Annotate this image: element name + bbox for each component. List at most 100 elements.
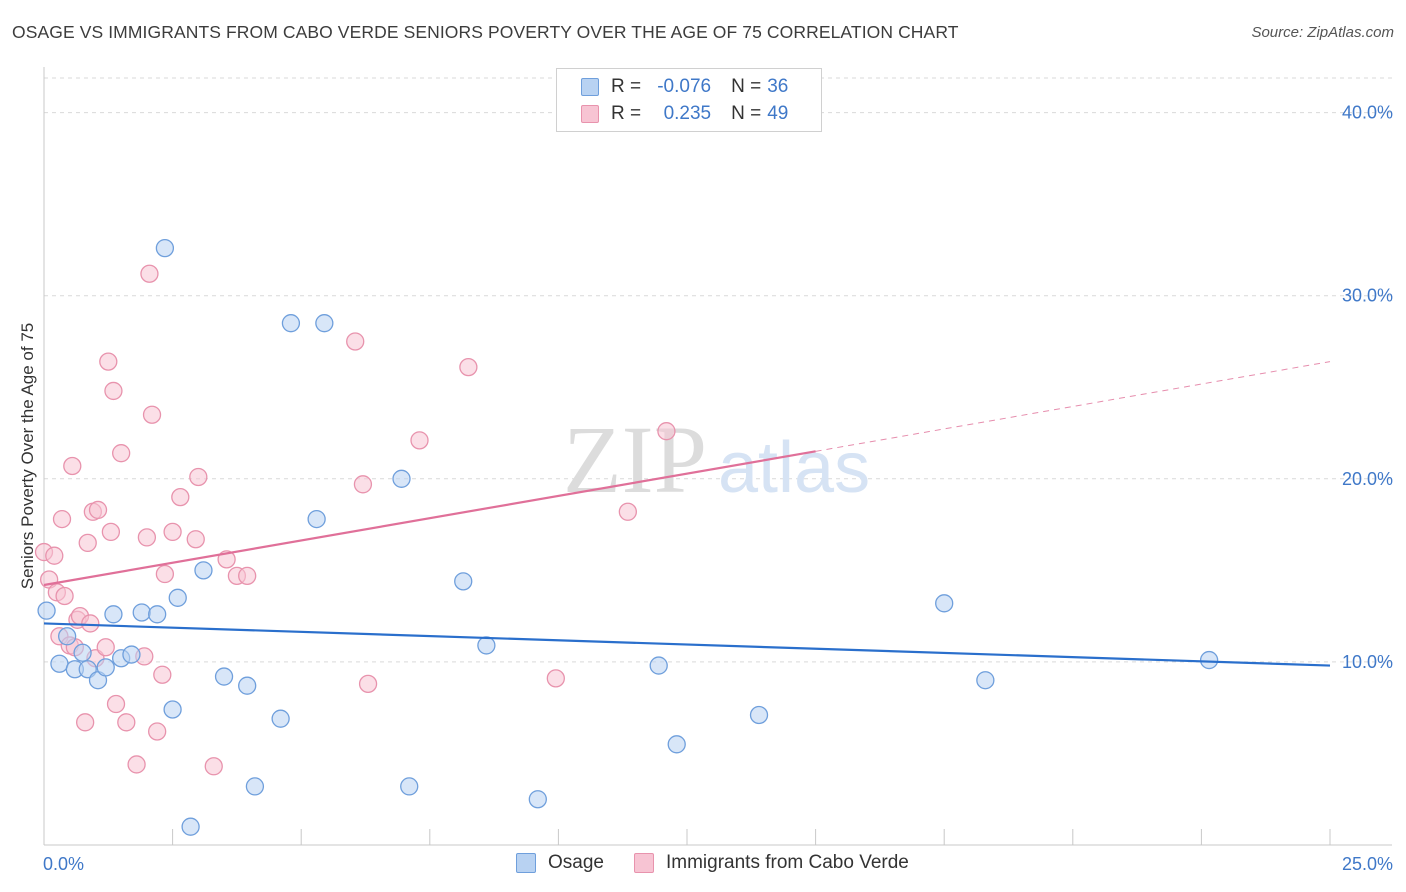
- data-point: [315, 314, 334, 333]
- data-point: [181, 817, 200, 836]
- watermark-atlas: atlas: [718, 428, 870, 508]
- legend-swatch-osage: [516, 853, 536, 873]
- data-point: [353, 475, 373, 494]
- source-label: Source: ZipAtlas.com: [1251, 24, 1394, 41]
- data-point: [101, 522, 121, 542]
- data-point: [392, 469, 411, 488]
- legend-row-cabo-verde: R = 0.235 N = 49: [581, 102, 797, 126]
- x-tick-label: 25.0%: [1342, 854, 1393, 874]
- data-point: [459, 357, 478, 377]
- data-point: [96, 638, 115, 657]
- legend-label-osage: Osage: [548, 852, 604, 873]
- data-point: [163, 522, 182, 542]
- data-point: [667, 735, 686, 754]
- data-point: [214, 667, 234, 686]
- legend-n-value: 49: [767, 103, 789, 124]
- data-point: [238, 676, 257, 695]
- legend-item-cabo-verde[interactable]: Immigrants from Cabo Verde: [633, 852, 909, 874]
- series-legend: Osage Immigrants from Cabo Verde: [516, 852, 939, 874]
- data-point: [1199, 650, 1219, 670]
- watermark-zip: ZIP: [563, 406, 707, 513]
- series-osage: [37, 238, 1219, 836]
- trend-line-osage: [43, 622, 1331, 667]
- axes: [43, 67, 1392, 846]
- legend-n-label: N =: [731, 76, 762, 97]
- data-point: [104, 605, 123, 624]
- x-tick-label: 0.0%: [43, 854, 84, 874]
- data-point: [358, 674, 378, 694]
- y-tick-label: 30.0%: [1342, 286, 1393, 306]
- y-tick-label: 20.0%: [1342, 469, 1393, 489]
- data-point: [55, 586, 74, 606]
- trend-line-cabo-verde: [43, 450, 816, 587]
- data-point: [238, 566, 257, 585]
- data-point: [245, 777, 265, 796]
- data-point: [155, 238, 175, 258]
- legend-swatch-cabo-verde: [633, 853, 654, 873]
- legend-label-cabo-verde: Immigrants from Cabo Verde: [665, 852, 909, 873]
- data-point: [528, 790, 547, 809]
- data-point: [618, 502, 637, 521]
- data-point: [148, 722, 167, 741]
- legend-r-label: R =: [611, 103, 642, 124]
- data-point: [204, 757, 223, 776]
- data-point: [137, 528, 157, 547]
- data-point: [104, 381, 123, 401]
- data-point: [88, 500, 108, 520]
- legend-swatch-osage: [581, 78, 599, 96]
- y-tick-label: 10.0%: [1342, 652, 1393, 672]
- data-point: [153, 665, 172, 684]
- data-point: [657, 422, 676, 441]
- data-point: [976, 671, 995, 690]
- legend-r-value: 0.235: [663, 103, 712, 124]
- data-point: [140, 264, 159, 283]
- data-point: [122, 645, 141, 664]
- data-point: [76, 713, 95, 732]
- legend-n-label: N =: [731, 103, 762, 124]
- data-point: [63, 456, 82, 476]
- legend-r-label: R =: [611, 76, 642, 97]
- data-point: [99, 352, 118, 371]
- data-point: [477, 636, 496, 655]
- data-point: [127, 755, 146, 774]
- data-point: [81, 614, 100, 633]
- watermark: ZIP atlas: [563, 406, 870, 513]
- legend-row-osage: R = -0.076 N = 36: [581, 75, 797, 99]
- data-point: [186, 530, 205, 549]
- data-point: [112, 444, 131, 463]
- y-axis-label: Seniors Poverty Over the Age of 75: [18, 323, 37, 589]
- data-point: [307, 509, 326, 529]
- data-point: [50, 654, 69, 673]
- data-point: [649, 656, 668, 675]
- data-point: [546, 669, 565, 688]
- trend-line-cabo-verde-extension: [815, 361, 1331, 452]
- data-point: [935, 594, 954, 613]
- data-point: [73, 643, 92, 662]
- data-point: [410, 431, 429, 450]
- data-point: [281, 314, 301, 333]
- data-point: [117, 713, 136, 732]
- data-point: [142, 405, 162, 424]
- data-point: [37, 601, 56, 620]
- correlation-legend: R = -0.076 N = 36 R = 0.235 N = 49: [556, 68, 822, 132]
- legend-r-value: -0.076: [657, 76, 712, 97]
- legend-n-value: 36: [767, 76, 789, 97]
- y-tick-label: 40.0%: [1342, 103, 1393, 123]
- axis-labels: 10.0% 20.0% 30.0% 40.0% 0.0% 25.0% Seniors Pov…: [18, 103, 1393, 874]
- data-point: [57, 627, 77, 646]
- legend-item-osage[interactable]: Osage: [516, 852, 604, 874]
- series-cabo-verde: [34, 264, 676, 776]
- data-point: [96, 658, 115, 677]
- data-point: [45, 546, 64, 565]
- data-point: [171, 487, 190, 507]
- legend-swatch-cabo-verde: [581, 105, 599, 123]
- data-point: [106, 694, 126, 714]
- data-point: [132, 603, 151, 622]
- data-point: [400, 777, 419, 796]
- data-point: [189, 467, 208, 487]
- data-point: [52, 509, 72, 529]
- data-point: [168, 588, 187, 607]
- data-point: [155, 564, 175, 584]
- data-point: [148, 605, 167, 624]
